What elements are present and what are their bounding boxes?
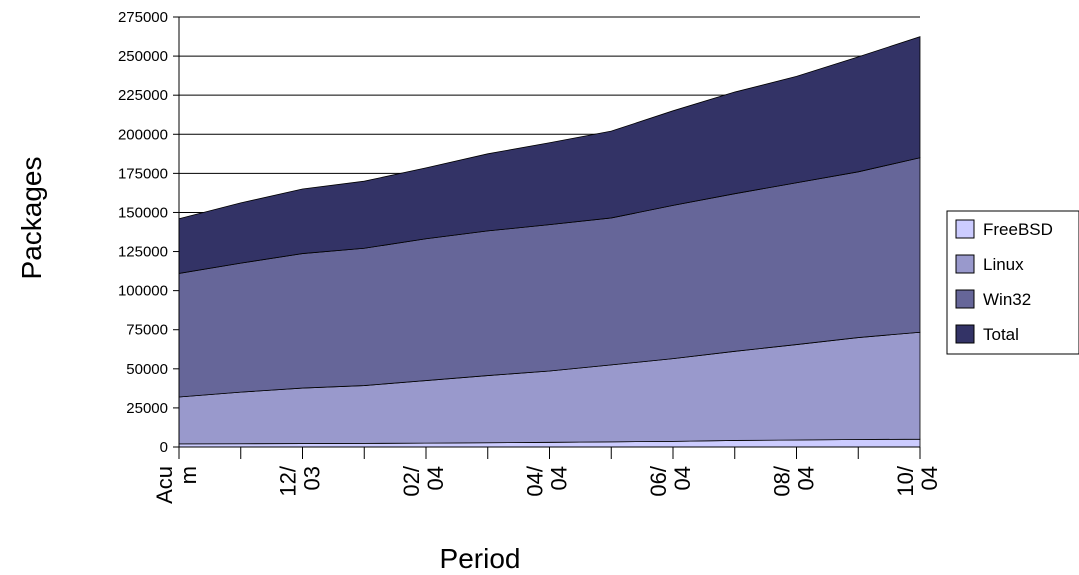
legend-label-total: Total xyxy=(983,325,1019,344)
area-total xyxy=(178,36,921,274)
x-tick-label: 04 xyxy=(670,466,695,490)
y-tick-label: 150000 xyxy=(118,204,168,221)
y-axis-title: Packages xyxy=(16,157,47,280)
x-tick-label: 04/ xyxy=(523,465,548,496)
x-tick-label: 04 xyxy=(423,466,448,490)
y-tick-labels: 0 25000 50000 75000 100000 125000 150000 175000… xyxy=(118,9,168,456)
legend: FreeBSD Linux Win32 Total xyxy=(946,210,1079,355)
y-tick-label: 175000 xyxy=(118,165,168,182)
x-tick-label: m xyxy=(176,466,201,484)
x-tick-label: 06/ xyxy=(646,465,671,496)
x-tick-label: Acu xyxy=(152,466,177,504)
y-tick-label: 25000 xyxy=(126,400,168,417)
x-tick-label: 04 xyxy=(794,466,819,490)
x-tick-label: 03 xyxy=(300,466,325,490)
legend-label-freebsd: FreeBSD xyxy=(983,220,1053,239)
x-tick-label: 12/ xyxy=(276,465,301,496)
y-tick-label: 50000 xyxy=(126,361,168,378)
y-tick-label: 75000 xyxy=(126,322,168,339)
y-tick-label: 225000 xyxy=(118,87,168,104)
x-tick-label: 04 xyxy=(547,466,572,490)
legend-swatch-total xyxy=(955,324,975,344)
legend-label-linux: Linux xyxy=(983,255,1024,274)
y-tick-label: 200000 xyxy=(118,126,168,143)
y-tick-label: 275000 xyxy=(118,9,168,26)
series-areas xyxy=(178,36,921,448)
y-tick-label: 100000 xyxy=(118,283,168,300)
legend-swatch-win32 xyxy=(955,289,975,309)
x-axis-title: Period xyxy=(440,543,521,574)
x-tick-label: 10/ xyxy=(893,465,918,496)
y-tick-label: 125000 xyxy=(118,244,168,261)
x-tick-label: 04 xyxy=(917,466,942,490)
x-tick-labels: Acu m 12/03 02/04 04/04 06/04 08/04 10/04 xyxy=(152,465,942,504)
y-tick-label: 250000 xyxy=(118,48,168,65)
axes xyxy=(173,16,921,459)
legend-swatch-linux xyxy=(955,254,975,274)
x-tick-label: 02/ xyxy=(399,465,424,496)
legend-swatch-freebsd xyxy=(955,219,975,239)
y-tick-label: 0 xyxy=(160,439,168,456)
x-tick-label: 08/ xyxy=(770,465,795,496)
legend-label-win32: Win32 xyxy=(983,290,1031,309)
